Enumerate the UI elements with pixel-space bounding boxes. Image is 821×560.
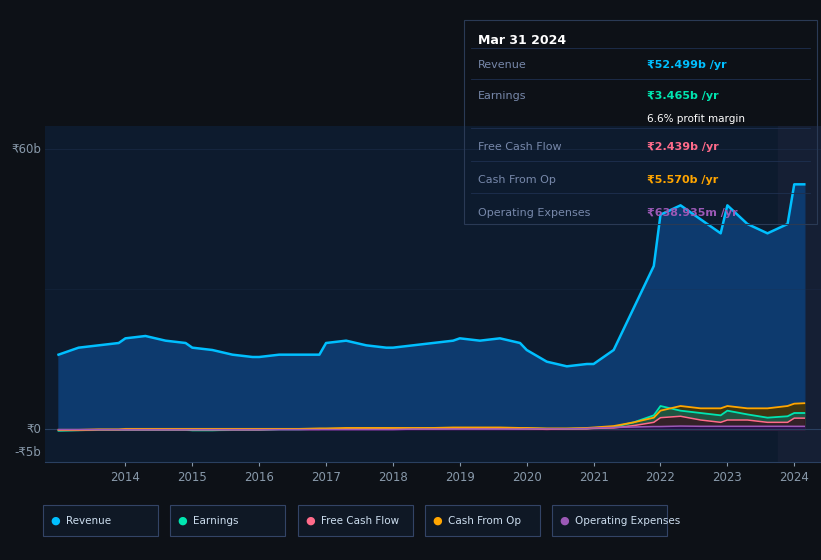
Text: ●: ● — [560, 516, 569, 526]
Text: -₹5b: -₹5b — [14, 446, 41, 459]
Text: Revenue: Revenue — [66, 516, 111, 526]
Text: Cash From Op: Cash From Op — [478, 175, 556, 185]
Text: Operating Expenses: Operating Expenses — [575, 516, 681, 526]
Text: ₹52.499b /yr: ₹52.499b /yr — [648, 60, 727, 71]
Text: ●: ● — [178, 516, 187, 526]
Text: ●: ● — [51, 516, 60, 526]
Text: ₹3.465b /yr: ₹3.465b /yr — [648, 91, 719, 101]
Text: Earnings: Earnings — [193, 516, 239, 526]
Text: Earnings: Earnings — [478, 91, 526, 101]
Bar — [777, 126, 821, 462]
Text: ●: ● — [433, 516, 442, 526]
Text: Cash From Op: Cash From Op — [447, 516, 521, 526]
Text: Mar 31 2024: Mar 31 2024 — [478, 34, 566, 47]
Text: ●: ● — [305, 516, 314, 526]
Text: ₹60b: ₹60b — [11, 143, 41, 156]
Text: Free Cash Flow: Free Cash Flow — [478, 142, 562, 152]
Text: Operating Expenses: Operating Expenses — [478, 208, 590, 218]
Text: ₹5.570b /yr: ₹5.570b /yr — [648, 175, 718, 185]
Text: 6.6% profit margin: 6.6% profit margin — [648, 114, 745, 124]
Text: ₹2.439b /yr: ₹2.439b /yr — [648, 142, 719, 152]
Text: ₹0: ₹0 — [26, 423, 41, 436]
Text: ₹638.935m /yr: ₹638.935m /yr — [648, 208, 738, 218]
Text: Free Cash Flow: Free Cash Flow — [321, 516, 399, 526]
Text: Revenue: Revenue — [478, 60, 527, 71]
